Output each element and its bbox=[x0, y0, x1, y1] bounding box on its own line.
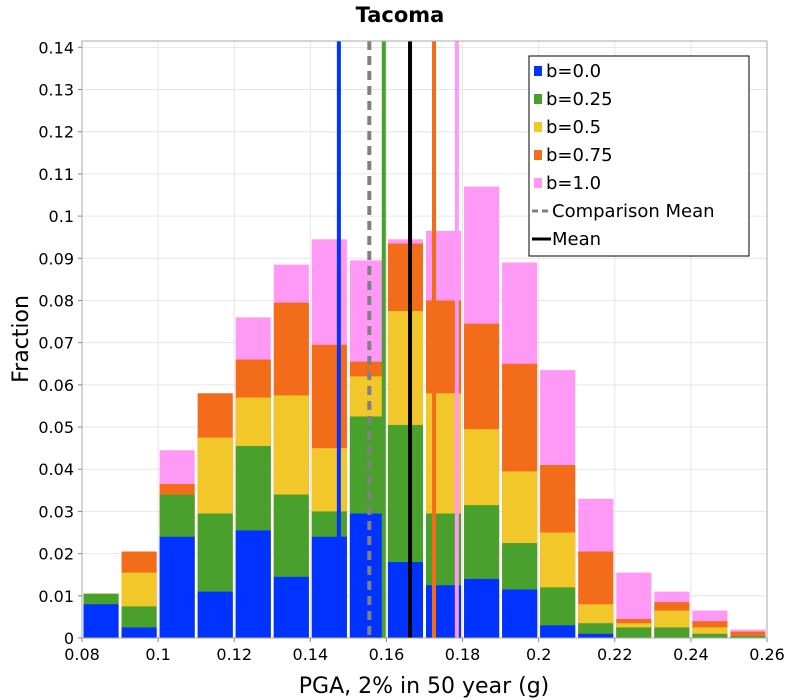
x-tick-label: 0.18 bbox=[445, 645, 481, 664]
legend-swatch bbox=[534, 94, 542, 104]
y-tick-label: 0.02 bbox=[38, 545, 74, 564]
legend-swatch bbox=[534, 150, 542, 160]
y-tick-label: 0.13 bbox=[38, 81, 74, 100]
y-tick-label: 0.05 bbox=[38, 418, 74, 437]
y-tick-label: 0.14 bbox=[38, 38, 74, 57]
x-tick-label: 0.16 bbox=[369, 645, 405, 664]
plot-frame bbox=[81, 40, 768, 639]
x-tick-label: 0.22 bbox=[597, 645, 633, 664]
legend-box bbox=[528, 55, 750, 257]
legend-swatch bbox=[534, 122, 542, 132]
x-tick-label: 0.2 bbox=[526, 645, 551, 664]
x-axis-label: PGA, 2% in 50 year (g) bbox=[299, 674, 550, 699]
legend-label: b=0.0 bbox=[546, 61, 601, 82]
bar bbox=[121, 627, 157, 638]
y-tick-label: 0.08 bbox=[38, 291, 74, 310]
bar bbox=[654, 627, 690, 638]
y-tick-label: 0.09 bbox=[38, 249, 74, 268]
bar bbox=[616, 627, 652, 638]
bar bbox=[387, 562, 423, 638]
legend-label: b=0.75 bbox=[546, 145, 613, 166]
legend-label: b=1.0 bbox=[546, 173, 601, 194]
mean-lines bbox=[336, 41, 459, 638]
legend-label: Mean bbox=[552, 229, 601, 250]
series-b=0.0 bbox=[83, 513, 614, 638]
x-tick-label: 0.14 bbox=[293, 645, 329, 664]
y-tick-label: 0.06 bbox=[38, 376, 74, 395]
bar bbox=[730, 631, 766, 638]
bar bbox=[730, 635, 766, 638]
x-tick-label: 0.26 bbox=[749, 645, 785, 664]
y-tick-label: 0.01 bbox=[38, 587, 74, 606]
y-tick-label: 0 bbox=[64, 629, 74, 648]
legend: b=0.0 b=0.25 b=0.5 b=0.75 b=1.0 Comparison Me… bbox=[528, 55, 750, 257]
y-axis-label: Fraction bbox=[9, 295, 34, 383]
legend-swatch bbox=[534, 178, 542, 188]
bar bbox=[502, 589, 538, 638]
bar bbox=[692, 633, 728, 638]
x-tick-label: 0.24 bbox=[673, 645, 709, 664]
x-tick-label: 0.12 bbox=[216, 645, 252, 664]
y-tick-label: 0.03 bbox=[38, 502, 74, 521]
bar bbox=[273, 576, 309, 638]
legend-label: b=0.25 bbox=[546, 89, 613, 110]
x-tick-label: 0.1 bbox=[145, 645, 170, 664]
bar bbox=[83, 604, 119, 638]
y-tick-label: 0.1 bbox=[49, 207, 74, 226]
chart-title: Tacoma bbox=[356, 3, 445, 27]
bar bbox=[159, 536, 195, 638]
bar bbox=[692, 627, 728, 638]
legend-label: Comparison Mean bbox=[552, 201, 715, 222]
x-tick-label: 0.08 bbox=[64, 645, 100, 664]
bar bbox=[197, 591, 233, 638]
y-tick-label: 0.12 bbox=[38, 123, 74, 142]
bar bbox=[235, 530, 271, 638]
x-axis-ticks: 0.08 0.1 0.12 0.14 0.16 0.18 0.2 0.22 0.24 0.26 bbox=[64, 638, 785, 664]
legend-swatch bbox=[534, 66, 542, 76]
bar bbox=[464, 578, 500, 638]
y-tick-label: 0.07 bbox=[38, 334, 74, 353]
bar bbox=[540, 625, 576, 638]
bar bbox=[578, 633, 614, 638]
legend-label: b=0.5 bbox=[546, 117, 601, 138]
y-tick-label: 0.11 bbox=[38, 165, 74, 184]
y-axis-ticks: 0 0.01 0.02 0.03 0.04 0.05 0.06 0.07 0.08 0.09 0.1… bbox=[38, 38, 82, 648]
bar bbox=[311, 536, 347, 638]
y-tick-label: 0.04 bbox=[38, 460, 74, 479]
